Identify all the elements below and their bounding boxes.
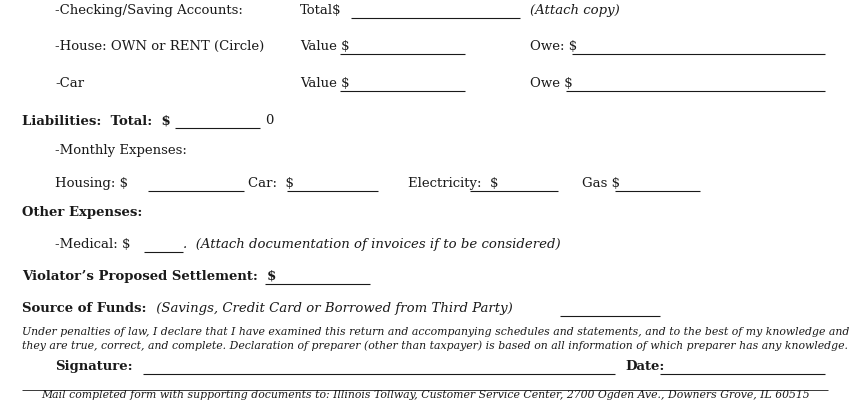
Text: (Savings, Credit Card or Borrowed from Third Party): (Savings, Credit Card or Borrowed from T…: [152, 302, 513, 315]
Text: Owe: $: Owe: $: [530, 40, 577, 53]
Text: Liabilities:  Total:  $: Liabilities: Total: $: [22, 114, 171, 127]
Text: Housing: $: Housing: $: [55, 177, 128, 190]
Text: Value $: Value $: [300, 77, 349, 90]
Text: Mail completed form with supporting documents to: Illinois Tollway, Customer Ser: Mail completed form with supporting docu…: [41, 390, 809, 400]
Text: 0: 0: [265, 114, 274, 127]
Text: -House: OWN or RENT (Circle): -House: OWN or RENT (Circle): [55, 40, 264, 53]
Text: Signature:: Signature:: [55, 360, 133, 373]
Text: Gas $: Gas $: [582, 177, 620, 190]
Text: Other Expenses:: Other Expenses:: [22, 206, 142, 219]
Text: Source of Funds:: Source of Funds:: [22, 302, 146, 315]
Text: (Attach copy): (Attach copy): [530, 4, 620, 17]
Text: -Checking/Saving Accounts:: -Checking/Saving Accounts:: [55, 4, 243, 17]
Text: Date:: Date:: [625, 360, 665, 373]
Text: -Medical: $: -Medical: $: [55, 238, 131, 251]
Text: Electricity:  $: Electricity: $: [408, 177, 498, 190]
Text: .  (Attach documentation of invoices if to be considered): . (Attach documentation of invoices if t…: [183, 238, 561, 251]
Text: Under penalties of law, I declare that I have examined this return and accompany: Under penalties of law, I declare that I…: [22, 327, 850, 337]
Text: Value $: Value $: [300, 40, 349, 53]
Text: they are true, correct, and complete. Declaration of preparer (other than taxpay: they are true, correct, and complete. De…: [22, 340, 848, 351]
Text: Violator’s Proposed Settlement:  $: Violator’s Proposed Settlement: $: [22, 270, 276, 283]
Text: -Car: -Car: [55, 77, 84, 90]
Text: Owe $: Owe $: [530, 77, 573, 90]
Text: -Monthly Expenses:: -Monthly Expenses:: [55, 144, 187, 157]
Text: Total$: Total$: [300, 4, 342, 17]
Text: Car:  $: Car: $: [248, 177, 294, 190]
